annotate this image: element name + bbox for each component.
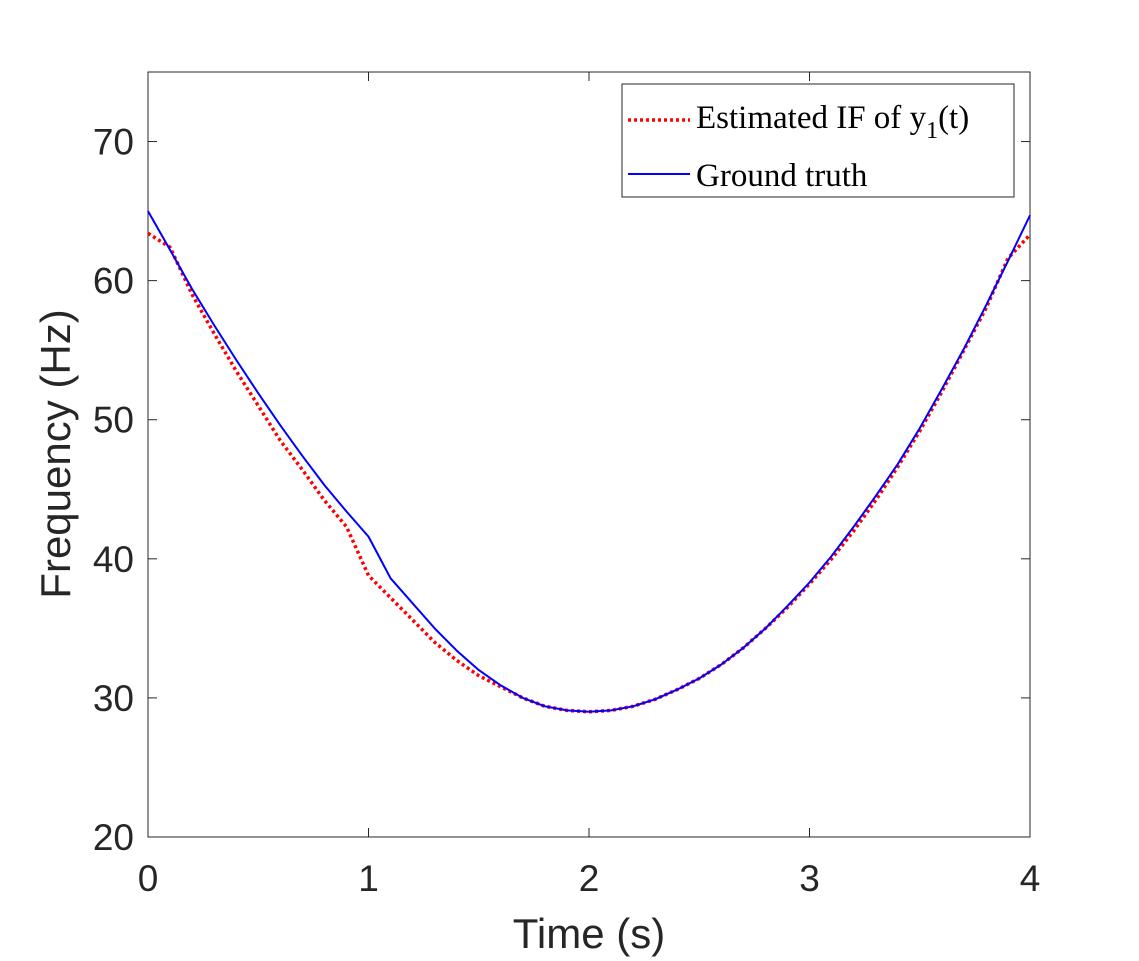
series-line-ground-truth <box>147 210 1031 713</box>
legend-label-estimated-sub: 1 <box>926 118 938 144</box>
x-axis-label: Time (s) <box>513 910 665 957</box>
y-tick-label: 30 <box>93 678 134 719</box>
x-tick-label: 1 <box>358 858 379 899</box>
y-tick-label: 50 <box>93 400 134 441</box>
legend-box <box>621 83 1015 198</box>
series-layer <box>147 210 1032 714</box>
legend: Estimated IF of y1(t) Ground truth <box>621 83 1015 198</box>
axis-tick-labels: 0 1 2 3 4 20 30 40 50 60 70 <box>93 122 1040 899</box>
x-tick-label: 4 <box>1020 858 1041 899</box>
legend-label-estimated-tail: (t) <box>938 100 969 136</box>
x-tick-label: 3 <box>799 858 820 899</box>
x-tick-label: 2 <box>579 858 600 899</box>
legend-label-estimated: Estimated IF of y1(t) <box>696 100 969 144</box>
x-tick-label: 0 <box>138 858 159 899</box>
y-tick-label: 20 <box>93 817 134 858</box>
axis-ticks <box>147 72 1031 838</box>
y-axis-label: Frequency (Hz) <box>32 309 79 598</box>
legend-label-ground-truth: Ground truth <box>696 158 868 194</box>
y-tick-label: 40 <box>93 539 134 580</box>
y-tick-label: 70 <box>93 122 134 163</box>
legend-label-estimated-text: Estimated IF of <box>696 100 910 136</box>
plot-area <box>147 71 1031 838</box>
y-tick-label: 60 <box>93 261 134 302</box>
legend-label-estimated-var: y <box>910 100 927 136</box>
